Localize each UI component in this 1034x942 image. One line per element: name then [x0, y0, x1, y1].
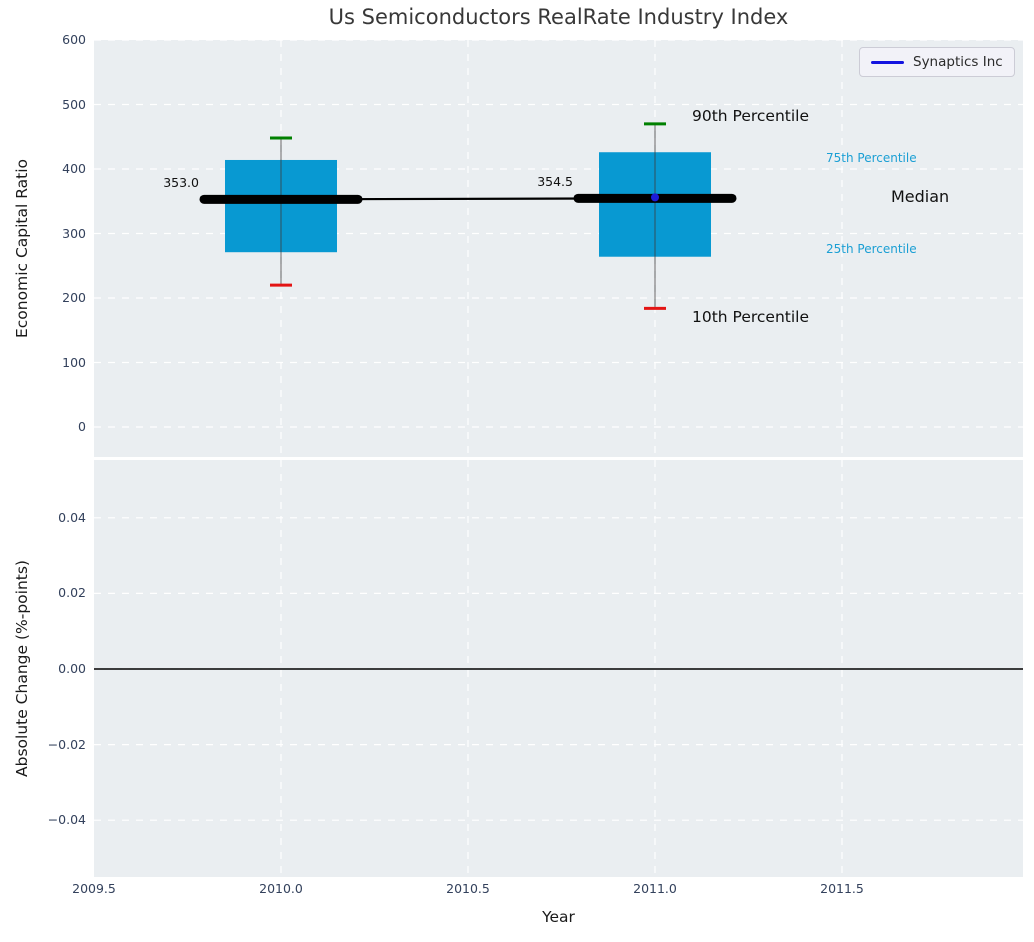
x-tick-label: 2011.0 [633, 881, 677, 896]
annotation-25th-percentile: 25th Percentile [826, 242, 917, 256]
legend-label: Synaptics Inc [913, 54, 1003, 70]
y-tick-label-bottom: −0.02 [47, 736, 86, 752]
annotation-10th-percentile: 10th Percentile [692, 308, 810, 326]
y-tick-label-bottom: 0.04 [58, 509, 86, 525]
y-tick-label-top: 0 [78, 419, 86, 434]
x-tick-label: 2009.5 [72, 881, 116, 896]
y-tick-label-top: 100 [62, 354, 86, 370]
x-tick-label: 2011.5 [820, 881, 864, 896]
top-plot-area [94, 40, 1023, 457]
y-tick-label-top: 300 [62, 225, 86, 241]
annotation-median: Median [891, 187, 950, 206]
x-axis-label: Year [542, 908, 575, 926]
y-tick-label-top: 400 [62, 161, 86, 176]
box-plot-canvas [94, 40, 1023, 457]
chart-title: Us Semiconductors RealRate Industry Inde… [328, 5, 789, 29]
change-plot-canvas [94, 460, 1023, 877]
y-tick-label-bottom: 0.00 [58, 661, 86, 676]
y-tick-label-top: 200 [62, 290, 86, 305]
x-tick-label: 2010.0 [259, 881, 303, 896]
bottom-plot-area [94, 460, 1023, 877]
median-value-label: 353.0 [163, 175, 199, 191]
legend: Synaptics Inc [859, 47, 1015, 77]
annotation-90th-percentile: 90th Percentile [692, 107, 810, 125]
y-tick-label-top: 600 [62, 32, 86, 47]
median-value-label: 354.5 [537, 174, 573, 190]
x-tick-label: 2010.5 [446, 881, 490, 896]
y-tick-label-top: 500 [62, 96, 86, 112]
series-point-synaptics-inc [651, 193, 659, 202]
y-tick-label-bottom: 0.02 [58, 585, 86, 601]
annotation-75th-percentile: 75th Percentile [826, 151, 917, 165]
legend-line-swatch [871, 60, 904, 64]
y-tick-label-bottom: −0.04 [47, 812, 86, 828]
